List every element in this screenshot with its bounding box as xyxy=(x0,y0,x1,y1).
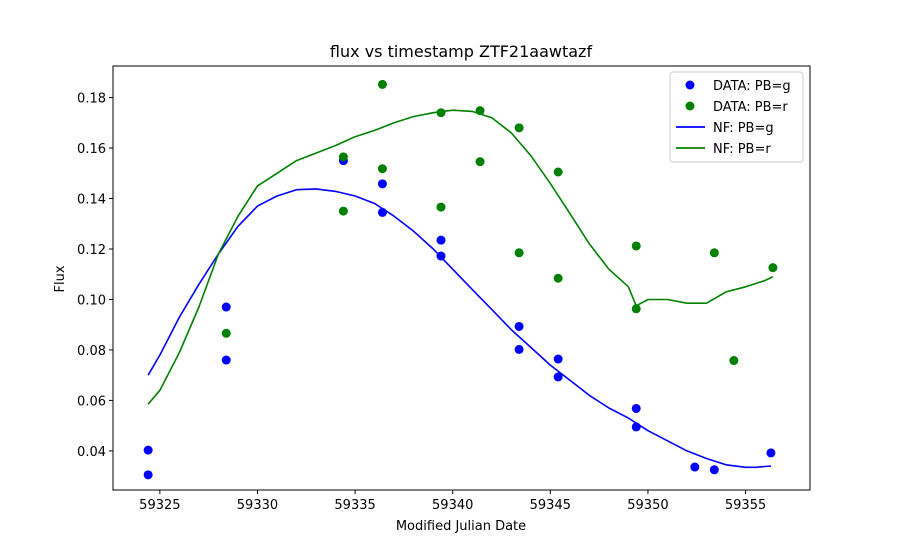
data-point xyxy=(631,241,641,251)
data-point xyxy=(553,372,563,382)
x-tick-label: 59330 xyxy=(237,498,278,513)
y-tick-label: 0.18 xyxy=(77,92,106,107)
data-point xyxy=(553,167,563,177)
y-tick-label: 0.04 xyxy=(77,445,106,460)
legend-marker xyxy=(685,101,695,111)
data-point xyxy=(436,108,446,118)
legend-label: DATA: PB=r xyxy=(713,100,788,115)
data-point xyxy=(631,403,641,413)
y-tick-label: 0.16 xyxy=(77,142,106,157)
legend-marker xyxy=(685,80,695,90)
plot-area xyxy=(143,79,778,480)
data-point xyxy=(514,123,524,133)
data-point xyxy=(709,248,719,258)
plot-frame xyxy=(112,65,811,491)
data-point xyxy=(768,263,778,273)
data-point xyxy=(690,462,700,472)
data-point xyxy=(143,470,153,480)
data-point xyxy=(436,235,446,245)
series-line xyxy=(147,109,774,405)
y-tick-label: 0.12 xyxy=(77,243,106,258)
series-line xyxy=(147,188,772,469)
x-tick-label: 59350 xyxy=(627,498,668,513)
data-point xyxy=(514,248,524,258)
data-point xyxy=(377,164,387,174)
data-point xyxy=(631,304,641,314)
data-point xyxy=(338,206,348,216)
legend-box xyxy=(669,71,804,163)
data-point xyxy=(221,302,231,312)
data-point xyxy=(377,179,387,189)
chart-title: flux vs timestamp ZTF21aawtazf xyxy=(330,42,593,61)
y-tick-label: 0.06 xyxy=(77,394,106,409)
x-tick-label: 59355 xyxy=(725,498,766,513)
data-point xyxy=(553,273,563,283)
data-point xyxy=(475,157,485,167)
data-point xyxy=(514,321,524,331)
data-point xyxy=(338,152,348,162)
legend-label: NF: PB=g xyxy=(713,121,774,136)
data-point xyxy=(553,354,563,364)
data-point xyxy=(729,356,739,366)
x-tick-label: 59345 xyxy=(530,498,571,513)
axis-ticks: 59325 59330 59335 59340 59345 59350 59355 0.04 0… xyxy=(77,92,766,513)
x-tick-label: 59325 xyxy=(139,498,180,513)
data-point xyxy=(377,79,387,89)
x-axis-label: Modified Julian Date xyxy=(396,519,526,534)
x-tick-label: 59335 xyxy=(334,498,375,513)
data-point xyxy=(221,328,231,338)
data-point xyxy=(143,445,153,455)
data-point xyxy=(514,344,524,354)
data-point xyxy=(221,355,231,365)
legend-label: DATA: PB=g xyxy=(713,79,791,94)
y-axis-label: Flux xyxy=(53,265,68,292)
data-point xyxy=(766,448,776,458)
data-point xyxy=(436,202,446,212)
legend: DATA: PB=g DATA: PB=r NF: PB=g NF: PB=r xyxy=(669,71,804,163)
legend-label: NF: PB=r xyxy=(713,142,771,157)
y-tick-label: 0.14 xyxy=(77,193,106,208)
x-tick-label: 59340 xyxy=(432,498,473,513)
data-point xyxy=(709,465,719,475)
y-tick-label: 0.08 xyxy=(77,344,106,359)
y-tick-label: 0.10 xyxy=(77,293,106,308)
